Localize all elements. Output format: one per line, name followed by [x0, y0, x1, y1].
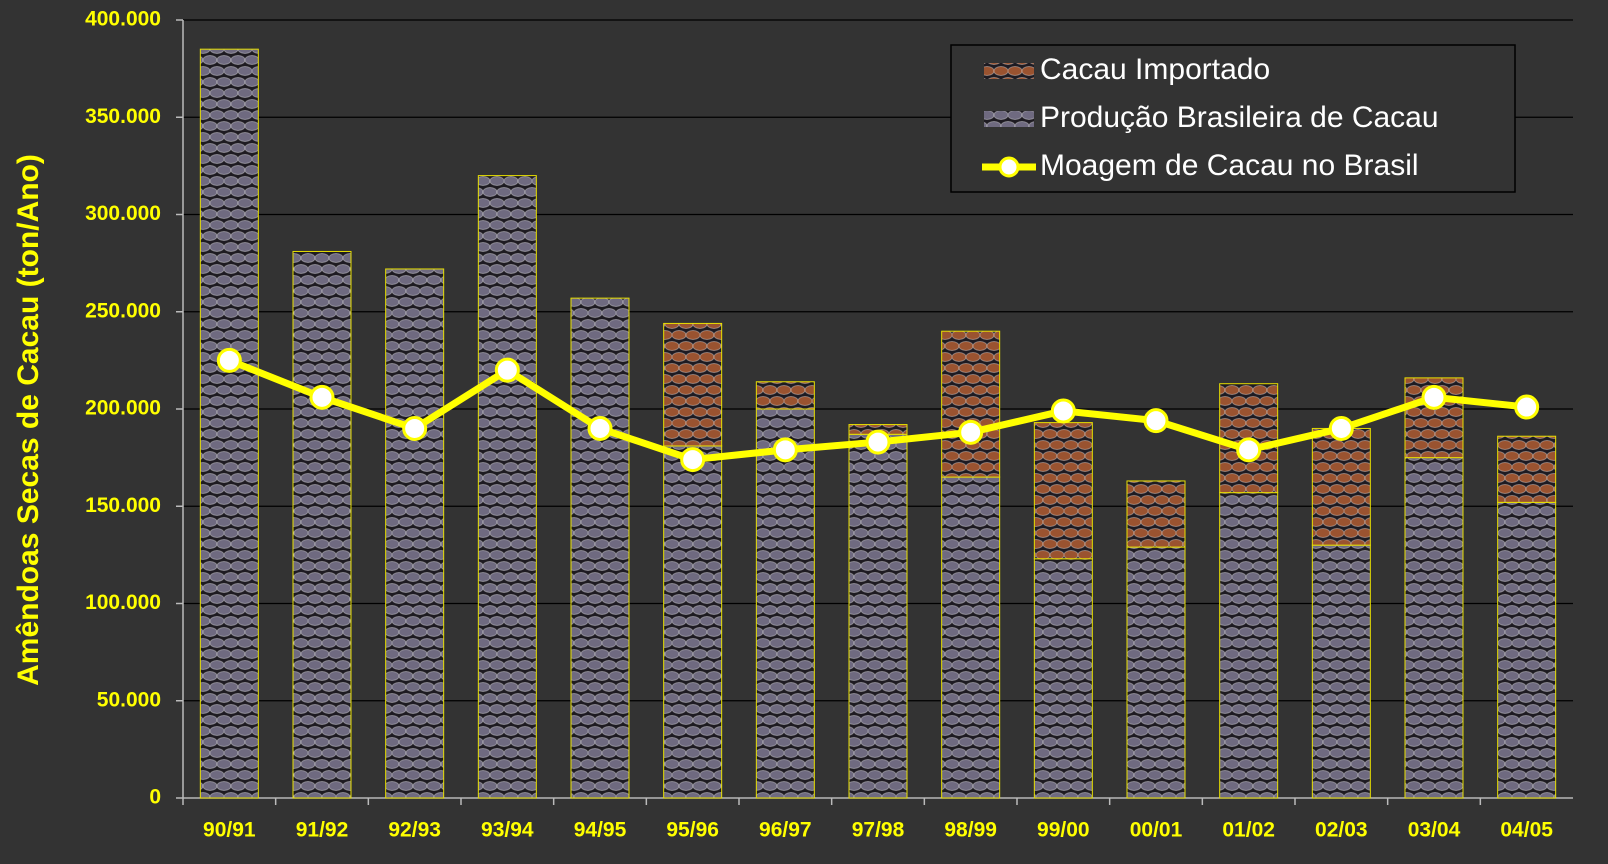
y-tick-label: 0 — [149, 786, 161, 809]
x-tick-label: 90/91 — [203, 819, 256, 842]
x-tick-label: 99/00 — [1037, 819, 1090, 842]
x-tick-label: 95/96 — [666, 819, 719, 842]
bar-segment — [1033, 422, 1093, 560]
bar-segment — [755, 408, 815, 799]
bar-segment — [1311, 427, 1371, 546]
bar-segment — [1126, 480, 1186, 548]
x-tick-label: 01/02 — [1222, 819, 1275, 842]
y-tick-label: 150.000 — [85, 494, 161, 517]
legend-label: Cacau Importado — [1040, 53, 1270, 86]
bar-segment — [1311, 544, 1371, 799]
bar-segment — [477, 175, 537, 799]
legend-label: Produção Brasileira de Cacau — [1040, 101, 1439, 134]
bar-segment — [1404, 377, 1464, 459]
line-marker — [680, 447, 706, 473]
legend-swatch-marker — [998, 156, 1020, 178]
legend-swatch — [984, 111, 1034, 127]
y-tick-label: 200.000 — [85, 397, 161, 420]
x-tick-label: 97/98 — [852, 819, 905, 842]
bar-segment — [1404, 457, 1464, 799]
legend-label: Moagem de Cacau no Brasil — [1040, 149, 1419, 182]
line-marker — [1236, 437, 1262, 463]
bar-segment — [755, 381, 815, 410]
bar-segment — [199, 48, 259, 799]
line-marker — [494, 357, 520, 383]
line-marker — [1143, 408, 1169, 434]
bar-segment — [1497, 501, 1557, 799]
line-marker — [1050, 398, 1076, 424]
x-tick-label: 00/01 — [1130, 819, 1183, 842]
line-marker — [958, 419, 984, 445]
y-tick-label: 300.000 — [85, 202, 161, 225]
x-tick-label: 03/04 — [1408, 819, 1461, 842]
line-marker — [1514, 394, 1540, 420]
y-tick-label: 100.000 — [85, 591, 161, 614]
line-marker — [309, 384, 335, 410]
x-tick-label: 94/95 — [574, 819, 627, 842]
bar-segment — [663, 445, 723, 799]
bar-segment — [848, 433, 908, 799]
bar-segment — [1126, 546, 1186, 799]
line-marker — [402, 415, 428, 441]
line-marker — [1421, 384, 1447, 410]
bar-segment — [570, 297, 630, 799]
bar-segment — [663, 322, 723, 447]
y-axis-title: Amêndoas Secas de Cacau (ton/Ano) — [12, 154, 45, 686]
bar-segment — [941, 330, 1001, 478]
line-marker — [772, 437, 798, 463]
line-marker — [865, 429, 891, 455]
y-tick-label: 400.000 — [85, 8, 161, 31]
bar-segment — [1497, 435, 1557, 503]
y-tick-label: 50.000 — [97, 688, 161, 711]
line-marker — [1328, 415, 1354, 441]
x-tick-label: 91/92 — [296, 819, 349, 842]
x-tick-label: 98/99 — [944, 819, 997, 842]
bar-segment — [941, 476, 1001, 799]
line-marker — [587, 415, 613, 441]
bar-segment — [1219, 492, 1279, 799]
y-tick-label: 350.000 — [85, 105, 161, 128]
x-tick-label: 92/93 — [388, 819, 441, 842]
bar-segment — [1033, 558, 1093, 799]
x-tick-label: 96/97 — [759, 819, 812, 842]
legend-box — [950, 44, 1516, 193]
bar-segment — [385, 268, 445, 799]
line-marker — [216, 347, 242, 373]
x-tick-label: 93/94 — [481, 819, 534, 842]
legend-swatch — [984, 63, 1034, 79]
x-tick-label: 02/03 — [1315, 819, 1368, 842]
bar-segment — [292, 250, 352, 799]
y-tick-label: 250.000 — [85, 299, 161, 322]
x-tick-label: 04/05 — [1500, 819, 1553, 842]
